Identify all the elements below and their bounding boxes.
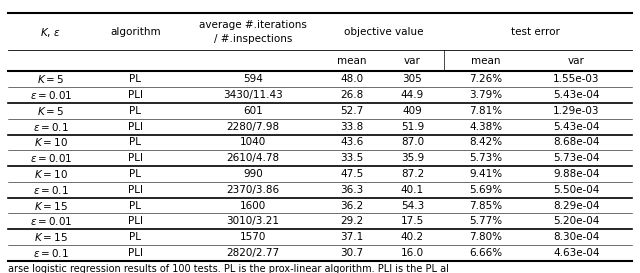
Text: 40.1: 40.1 [401, 185, 424, 195]
Text: 16.0: 16.0 [401, 248, 424, 258]
Text: 5.69%: 5.69% [469, 185, 502, 195]
Text: $\epsilon = 0.1$: $\epsilon = 0.1$ [33, 247, 68, 259]
Text: 5.73%: 5.73% [469, 153, 502, 163]
Text: 9.41%: 9.41% [469, 169, 502, 179]
Text: $\epsilon = 0.1$: $\epsilon = 0.1$ [33, 121, 68, 133]
Text: PL: PL [129, 106, 141, 116]
Text: 2280/7.98: 2280/7.98 [227, 122, 280, 132]
Text: PL: PL [129, 200, 141, 210]
Text: 52.7: 52.7 [340, 106, 364, 116]
Text: 33.5: 33.5 [340, 153, 364, 163]
Text: 1.55e-03: 1.55e-03 [553, 74, 600, 84]
Text: PL: PL [129, 232, 141, 242]
Text: 9.88e-04: 9.88e-04 [553, 169, 600, 179]
Text: PLI: PLI [128, 185, 143, 195]
Text: test error: test error [511, 27, 559, 37]
Text: 8.68e-04: 8.68e-04 [553, 137, 600, 147]
Text: 33.8: 33.8 [340, 122, 364, 132]
Text: 7.26%: 7.26% [469, 74, 502, 84]
Text: 51.9: 51.9 [401, 122, 424, 132]
Text: 7.85%: 7.85% [469, 200, 502, 210]
Text: PL: PL [129, 74, 141, 84]
Text: $K = 15$: $K = 15$ [34, 231, 68, 243]
Text: arse logistic regression results of 100 tests. PL is the prox-linear algorithm. : arse logistic regression results of 100 … [8, 265, 449, 273]
Text: PL: PL [129, 169, 141, 179]
Text: 594: 594 [243, 74, 263, 84]
Text: 8.30e-04: 8.30e-04 [554, 232, 600, 242]
Text: 7.81%: 7.81% [469, 106, 502, 116]
Text: 54.3: 54.3 [401, 200, 424, 210]
Text: 990: 990 [243, 169, 263, 179]
Text: objective value: objective value [344, 27, 424, 37]
Text: var: var [404, 56, 421, 66]
Text: $K = 10$: $K = 10$ [34, 136, 68, 149]
Text: $\epsilon = 0.01$: $\epsilon = 0.01$ [29, 152, 72, 164]
Text: mean: mean [337, 56, 367, 66]
Text: 43.6: 43.6 [340, 137, 364, 147]
Text: 5.50e-04: 5.50e-04 [554, 185, 600, 195]
Text: 3.79%: 3.79% [469, 90, 502, 100]
Text: PLI: PLI [128, 248, 143, 258]
Text: 3430/11.43: 3430/11.43 [223, 90, 283, 100]
Text: 2820/2.77: 2820/2.77 [227, 248, 280, 258]
Text: 36.2: 36.2 [340, 200, 364, 210]
Text: 305: 305 [403, 74, 422, 84]
Text: PL: PL [129, 137, 141, 147]
Text: 47.5: 47.5 [340, 169, 364, 179]
Text: 8.29e-04: 8.29e-04 [553, 200, 600, 210]
Text: 1040: 1040 [240, 137, 266, 147]
Text: PLI: PLI [128, 216, 143, 226]
Text: 5.43e-04: 5.43e-04 [553, 122, 600, 132]
Text: 1600: 1600 [240, 200, 266, 210]
Text: 5.73e-04: 5.73e-04 [553, 153, 600, 163]
Text: $K = 5$: $K = 5$ [37, 105, 65, 117]
Text: 87.2: 87.2 [401, 169, 424, 179]
Text: 36.3: 36.3 [340, 185, 364, 195]
Text: 5.20e-04: 5.20e-04 [554, 216, 600, 226]
Text: $K = 5$: $K = 5$ [37, 73, 65, 85]
Text: 4.38%: 4.38% [469, 122, 502, 132]
Text: 48.0: 48.0 [340, 74, 364, 84]
Text: algorithm: algorithm [110, 27, 161, 37]
Text: 26.8: 26.8 [340, 90, 364, 100]
Text: $\epsilon = 0.01$: $\epsilon = 0.01$ [29, 215, 72, 227]
Text: 6.66%: 6.66% [469, 248, 502, 258]
Text: 1570: 1570 [240, 232, 266, 242]
Text: 5.77%: 5.77% [469, 216, 502, 226]
Text: 37.1: 37.1 [340, 232, 364, 242]
Text: $K = 10$: $K = 10$ [34, 168, 68, 180]
Text: average #.iterations
/ #.inspections: average #.iterations / #.inspections [199, 20, 307, 44]
Text: 3010/3.21: 3010/3.21 [227, 216, 280, 226]
Text: 409: 409 [403, 106, 422, 116]
Text: 1.29e-03: 1.29e-03 [553, 106, 600, 116]
Text: 44.9: 44.9 [401, 90, 424, 100]
Text: 2370/3.86: 2370/3.86 [227, 185, 280, 195]
Text: 17.5: 17.5 [401, 216, 424, 226]
Text: 2610/4.78: 2610/4.78 [227, 153, 280, 163]
Text: 4.63e-04: 4.63e-04 [553, 248, 600, 258]
Text: $\epsilon = 0.01$: $\epsilon = 0.01$ [29, 89, 72, 101]
Text: 8.42%: 8.42% [469, 137, 502, 147]
Text: 5.43e-04: 5.43e-04 [553, 90, 600, 100]
Text: 30.7: 30.7 [340, 248, 364, 258]
Text: 29.2: 29.2 [340, 216, 364, 226]
Text: $K = 15$: $K = 15$ [34, 200, 68, 212]
Text: var: var [568, 56, 585, 66]
Text: PLI: PLI [128, 90, 143, 100]
Text: $K,\,\epsilon$: $K,\,\epsilon$ [40, 26, 61, 38]
Text: mean: mean [471, 56, 500, 66]
Text: $\epsilon = 0.1$: $\epsilon = 0.1$ [33, 184, 68, 196]
Text: 35.9: 35.9 [401, 153, 424, 163]
Text: 7.80%: 7.80% [469, 232, 502, 242]
Text: PLI: PLI [128, 153, 143, 163]
Text: 87.0: 87.0 [401, 137, 424, 147]
Text: 601: 601 [243, 106, 263, 116]
Text: PLI: PLI [128, 122, 143, 132]
Text: 40.2: 40.2 [401, 232, 424, 242]
